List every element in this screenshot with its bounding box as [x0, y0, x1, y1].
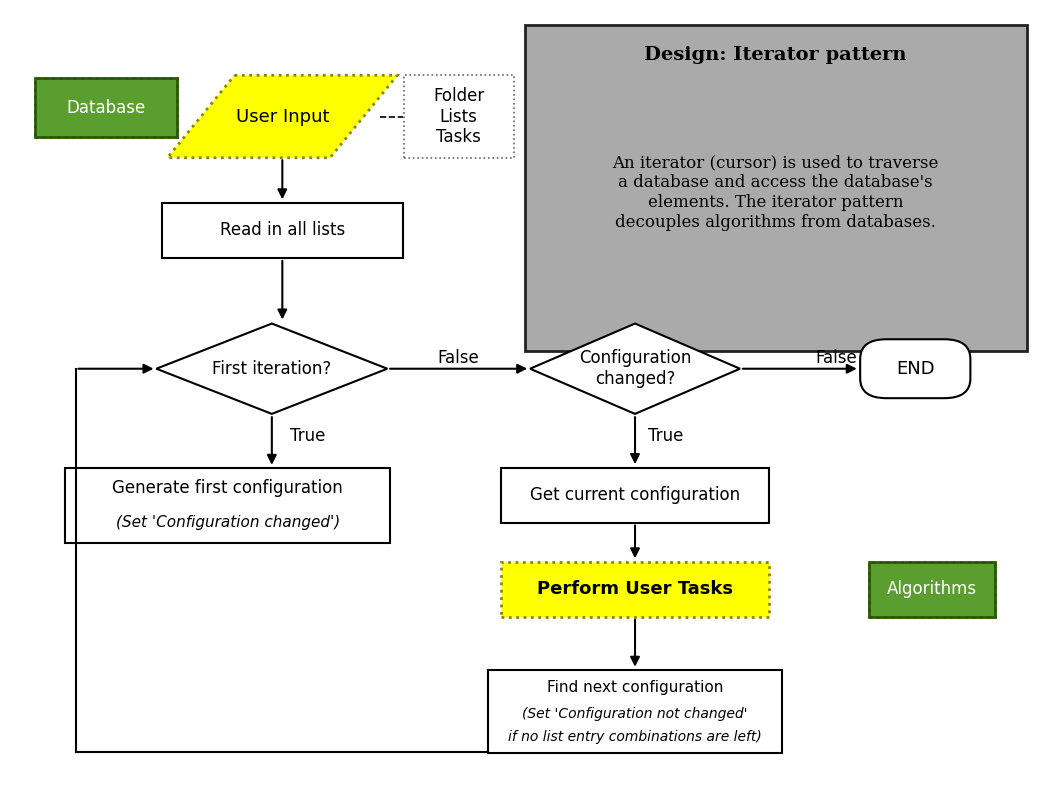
Bar — [65, 468, 390, 543]
Bar — [488, 670, 782, 753]
Bar — [501, 468, 769, 522]
Bar — [501, 562, 769, 617]
Text: First iteration?: First iteration? — [213, 360, 331, 378]
Polygon shape — [157, 323, 387, 414]
Text: Generate first configuration: Generate first configuration — [112, 479, 343, 497]
Text: Algorithms: Algorithms — [887, 580, 978, 599]
Text: (Set 'Configuration changed'): (Set 'Configuration changed') — [115, 515, 340, 530]
Text: Configuration
changed?: Configuration changed? — [579, 349, 691, 388]
Text: Perform User Tasks: Perform User Tasks — [537, 580, 733, 599]
Text: Get current configuration: Get current configuration — [530, 486, 741, 504]
Bar — [35, 79, 177, 137]
Text: Folder
Lists
Tasks: Folder Lists Tasks — [433, 87, 485, 146]
Text: User Input: User Input — [236, 107, 329, 125]
Bar — [403, 75, 514, 158]
Text: Find next configuration: Find next configuration — [547, 680, 724, 696]
Bar — [162, 203, 403, 258]
Bar — [869, 562, 996, 617]
Bar — [525, 25, 1026, 352]
Polygon shape — [167, 75, 397, 158]
Text: An iterator (cursor) is used to traverse
a database and access the database's
el: An iterator (cursor) is used to traverse… — [613, 155, 938, 230]
Text: Design: Iterator pattern: Design: Iterator pattern — [644, 46, 907, 64]
Text: Read in all lists: Read in all lists — [220, 222, 345, 240]
Text: Database: Database — [67, 99, 146, 117]
Polygon shape — [530, 323, 740, 414]
FancyBboxPatch shape — [860, 339, 970, 398]
Text: False: False — [438, 349, 479, 367]
Text: False: False — [816, 349, 857, 367]
Text: if no list entry combinations are left): if no list entry combinations are left) — [508, 730, 762, 744]
Text: True: True — [647, 427, 683, 445]
Text: True: True — [290, 427, 325, 445]
Bar — [35, 79, 177, 137]
Bar — [869, 562, 996, 617]
Text: (Set 'Configuration not changed': (Set 'Configuration not changed' — [523, 707, 748, 721]
Text: END: END — [896, 360, 934, 378]
